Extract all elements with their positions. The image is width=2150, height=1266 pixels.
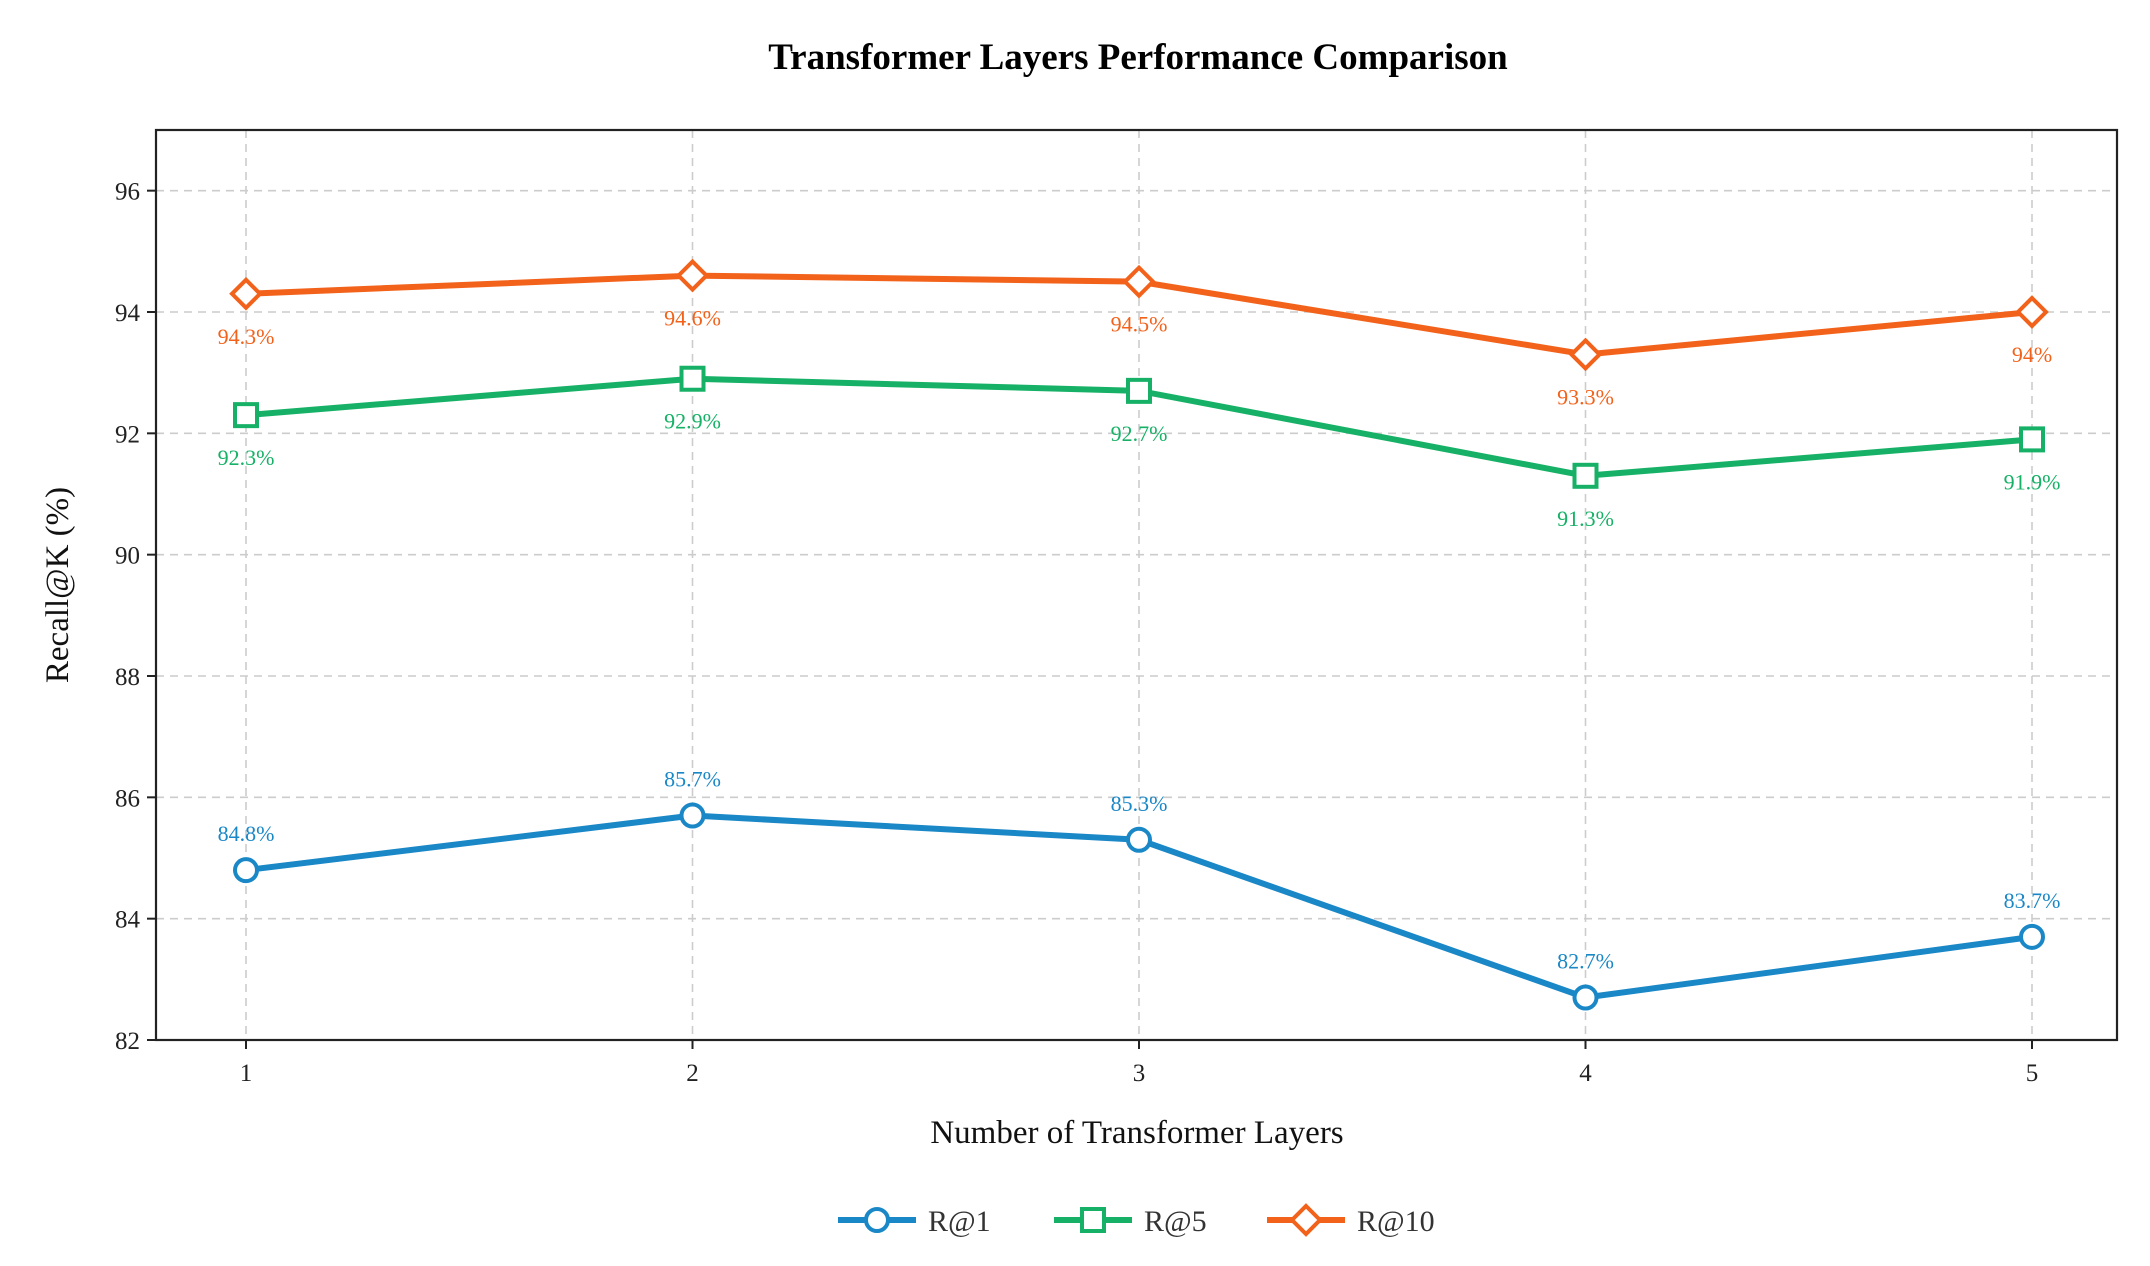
data-label: 91.3% [1557, 506, 1614, 531]
data-label: 92.3% [218, 445, 275, 470]
legend-marker [1080, 1207, 1106, 1233]
data-point-marker [679, 802, 706, 829]
y-tick-label: 94 [115, 300, 141, 327]
series-r-at-10: 94.3% 94.6% 94.5% 93.3% 94% [218, 258, 2052, 409]
data-label: 93.3% [1557, 384, 1614, 409]
y-tick-label: 84 [115, 907, 141, 934]
legend-label: R@1 [928, 1205, 991, 1238]
y-tick-label: 92 [115, 421, 140, 448]
data-label: 91.9% [2004, 469, 2061, 494]
x-tick-label: 3 [1133, 1060, 1146, 1087]
data-point-marker [1568, 337, 1603, 372]
data-point-marker [2019, 923, 2045, 950]
data-label: 85.3% [1111, 791, 1168, 816]
data-label: 94.3% [218, 324, 275, 349]
y-axis-label: Recall@K (%) [40, 487, 76, 683]
legend-item: R@1 [838, 1205, 991, 1238]
legend-label: R@5 [1144, 1205, 1207, 1238]
data-point-marker [2019, 426, 2045, 453]
legend-label: R@10 [1357, 1205, 1435, 1238]
y-tick-label: 86 [115, 785, 140, 812]
data-point-marker [2015, 295, 2049, 329]
y-tick-label: 88 [115, 664, 140, 691]
axis-ticks: 82 84 86 88 90 92 94 96 1 2 3 4 5 [115, 179, 2038, 1087]
y-tick-label: 96 [115, 179, 140, 206]
data-point-marker [1126, 377, 1152, 404]
x-tick-label: 1 [240, 1060, 253, 1087]
chart-title: Transformer Layers Performance Compariso… [768, 37, 1508, 78]
legend-item: R@10 [1267, 1203, 1435, 1238]
y-tick-label: 90 [115, 543, 140, 570]
data-point-marker [1572, 984, 1599, 1011]
data-label: 82.7% [1557, 949, 1614, 974]
series-r-at-1: 84.8% 85.7% 85.3% 82.7% 83.7% [218, 767, 2061, 1011]
legend-marker [864, 1207, 890, 1233]
data-label: 83.7% [2004, 888, 2061, 913]
data-point-marker [1122, 264, 1156, 299]
data-label: 92.7% [1111, 421, 1168, 446]
grid [156, 130, 2117, 1041]
data-point-marker [233, 857, 259, 884]
plot-frame [154, 128, 2119, 1042]
series: 84.8% 85.7% 85.3% 82.7% 83.7% 92.3% 92.9% 92.7%… [218, 258, 2061, 1011]
data-label: 92.9% [664, 409, 721, 434]
data-point-marker [679, 365, 706, 392]
x-tick-label: 4 [1579, 1060, 1592, 1087]
data-point-marker [233, 402, 259, 429]
data-label: 94.5% [1111, 312, 1168, 337]
x-tick-label: 5 [2026, 1060, 2039, 1087]
x-tick-label: 2 [686, 1060, 699, 1087]
data-point-marker [1572, 462, 1599, 489]
legend-marker [1289, 1203, 1323, 1237]
series-r-at-5: 92.3% 92.9% 92.7% 91.3% 91.9% [218, 365, 2061, 531]
legend-item: R@5 [1054, 1205, 1207, 1238]
x-axis-label: Number of Transformer Layers [930, 1115, 1343, 1151]
data-point-marker [229, 276, 263, 311]
data-label: 94% [2012, 342, 2052, 367]
data-label: 84.8% [218, 821, 275, 846]
data-point-marker [675, 258, 710, 293]
data-point-marker [1126, 826, 1152, 853]
legend: R@1 R@5 R@10 [838, 1203, 1435, 1238]
data-label: 94.6% [664, 306, 721, 331]
y-tick-label: 82 [115, 1028, 140, 1055]
data-label: 85.7% [664, 767, 721, 792]
